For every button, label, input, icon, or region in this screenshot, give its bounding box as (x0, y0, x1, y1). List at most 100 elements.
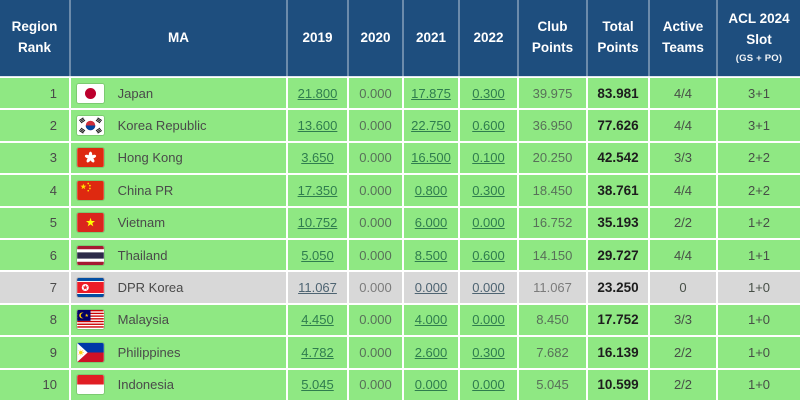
ma-cell: Hong Kong (70, 141, 288, 176)
points-2019-cell: 5.050 (287, 238, 349, 273)
region-rank-value: 10 (0, 368, 71, 400)
club-points-value: 39.975 (518, 77, 588, 111)
ma-cell: Japan (70, 77, 288, 111)
country-name: Thailand (117, 247, 168, 263)
ma-cell: Thailand (70, 238, 288, 273)
points-2022-link[interactable]: 0.100 (472, 150, 505, 166)
points-2022-link[interactable]: 0.300 (472, 344, 505, 360)
points-2019-link[interactable]: 4.450 (301, 312, 334, 328)
points-2022-link[interactable]: 0.300 (472, 182, 505, 198)
country-name: DPR Korea (117, 280, 184, 296)
points-2020-value: 0.000 (348, 174, 404, 208)
points-2019-link[interactable]: 3.650 (301, 150, 334, 166)
points-2019-link[interactable]: 10.752 (297, 215, 338, 231)
points-2022-link[interactable]: 0.300 (472, 85, 505, 101)
country-name: Indonesia (117, 377, 175, 393)
country-name: Japan (117, 85, 154, 101)
points-2022-cell: 0.600 (459, 109, 519, 143)
points-2020-value: 0.000 (348, 271, 404, 305)
col-header-club-points: Club Points (518, 0, 588, 78)
points-2021-cell: 22.750 (403, 109, 460, 143)
total-points-value: 42.542 (587, 141, 650, 176)
points-2019-link[interactable]: 5.050 (301, 247, 334, 263)
region-rank-value: 9 (0, 336, 71, 370)
points-2022-link[interactable]: 0.600 (472, 247, 505, 263)
points-2021-link[interactable]: 2.600 (414, 344, 448, 360)
points-2019-cell: 17.350 (287, 174, 349, 208)
points-2020-value: 0.000 (348, 109, 404, 143)
points-2022-cell: 0.000 (459, 303, 519, 338)
points-2019-link[interactable]: 5.045 (301, 377, 334, 393)
thailand-flag-icon (77, 245, 104, 265)
points-2019-link[interactable]: 17.350 (297, 182, 338, 198)
points-2019-cell: 4.782 (287, 336, 349, 370)
points-2022-link[interactable]: 0.000 (472, 377, 505, 393)
points-2020-value: 0.000 (348, 206, 404, 240)
ma-cell: Indonesia (70, 368, 288, 400)
table-header: Region Rank MA 2019 2020 2021 2022 Club … (0, 0, 800, 78)
points-2022-cell: 0.000 (459, 206, 519, 240)
active-teams-value: 4/4 (649, 174, 718, 208)
region-rank-value: 6 (0, 238, 71, 273)
table-body: 1 Japan 21.800 0.000 17.875 0.300 39.975… (0, 77, 800, 400)
total-points-value: 38.761 (587, 174, 650, 208)
acl-slot-value: 3+1 (717, 109, 800, 143)
club-points-value: 14.150 (518, 238, 588, 273)
points-2019-link[interactable]: 21.800 (297, 85, 338, 101)
club-points-value: 5.045 (518, 368, 588, 400)
points-2021-cell: 0.000 (403, 368, 460, 400)
points-2021-link[interactable]: 0.000 (414, 377, 448, 393)
points-2021-link[interactable]: 17.875 (411, 85, 451, 101)
active-teams-value: 2/2 (649, 368, 718, 400)
acl-slot-title: ACL 2024 Slot (728, 11, 790, 48)
points-2021-link[interactable]: 16.500 (411, 150, 451, 166)
points-2021-cell: 17.875 (403, 77, 460, 111)
active-teams-value: 4/4 (649, 109, 718, 143)
points-2019-link[interactable]: 13.600 (297, 118, 338, 134)
total-points-value: 35.193 (587, 206, 650, 240)
points-2022-cell: 0.300 (459, 77, 519, 111)
points-2021-link[interactable]: 8.500 (414, 247, 448, 263)
points-2019-link[interactable]: 4.782 (301, 344, 334, 360)
col-header-region-rank: Region Rank (0, 0, 71, 78)
table-row: 10 Indonesia 5.045 0.000 0.000 0.000 5.0… (0, 368, 800, 400)
japan-flag-icon (77, 83, 104, 103)
acl-slot-value: 1+0 (717, 303, 800, 338)
points-2021-cell: 6.000 (403, 206, 460, 240)
country-name: Hong Kong (117, 150, 183, 166)
club-points-value: 11.067 (518, 271, 588, 305)
active-teams-value: 2/2 (649, 206, 718, 240)
points-2019-link[interactable]: 11.067 (298, 280, 337, 296)
acl-slot-subtitle: (GS + PO) (735, 53, 783, 65)
region-rank-value: 3 (0, 141, 71, 176)
region-rank-value: 2 (0, 109, 71, 143)
china-pr-flag-icon (77, 180, 104, 200)
points-2021-cell: 0.800 (403, 174, 460, 208)
total-points-value: 10.599 (587, 368, 650, 400)
points-2022-link[interactable]: 0.000 (472, 312, 505, 328)
points-2021-link[interactable]: 0.800 (414, 182, 448, 198)
acl-slot-value: 1+0 (717, 271, 800, 305)
points-2021-link[interactable]: 6.000 (414, 215, 448, 231)
points-2021-link[interactable]: 4.000 (414, 312, 448, 328)
club-points-value: 16.752 (518, 206, 588, 240)
active-teams-value: 3/3 (649, 303, 718, 338)
points-2022-cell: 0.300 (459, 336, 519, 370)
points-2021-cell: 2.600 (403, 336, 460, 370)
total-points-value: 77.626 (587, 109, 650, 143)
col-header-2019: 2019 (287, 0, 349, 78)
points-2021-cell: 16.500 (403, 141, 460, 176)
points-2022-link[interactable]: 0.600 (472, 118, 505, 134)
points-2021-link[interactable]: 0.000 (414, 280, 448, 296)
table-row: 1 Japan 21.800 0.000 17.875 0.300 39.975… (0, 77, 800, 111)
ma-cell: Malaysia (70, 303, 288, 338)
points-2022-link[interactable]: 0.000 (472, 280, 505, 296)
points-2020-value: 0.000 (348, 238, 404, 273)
acl-slot-value: 3+1 (717, 77, 800, 111)
country-name: Philippines (117, 344, 181, 360)
total-points-value: 23.250 (587, 271, 650, 305)
points-2019-cell: 5.045 (287, 368, 349, 400)
country-name: Korea Republic (117, 118, 207, 134)
points-2022-link[interactable]: 0.000 (472, 215, 505, 231)
points-2021-link[interactable]: 22.750 (411, 118, 451, 134)
